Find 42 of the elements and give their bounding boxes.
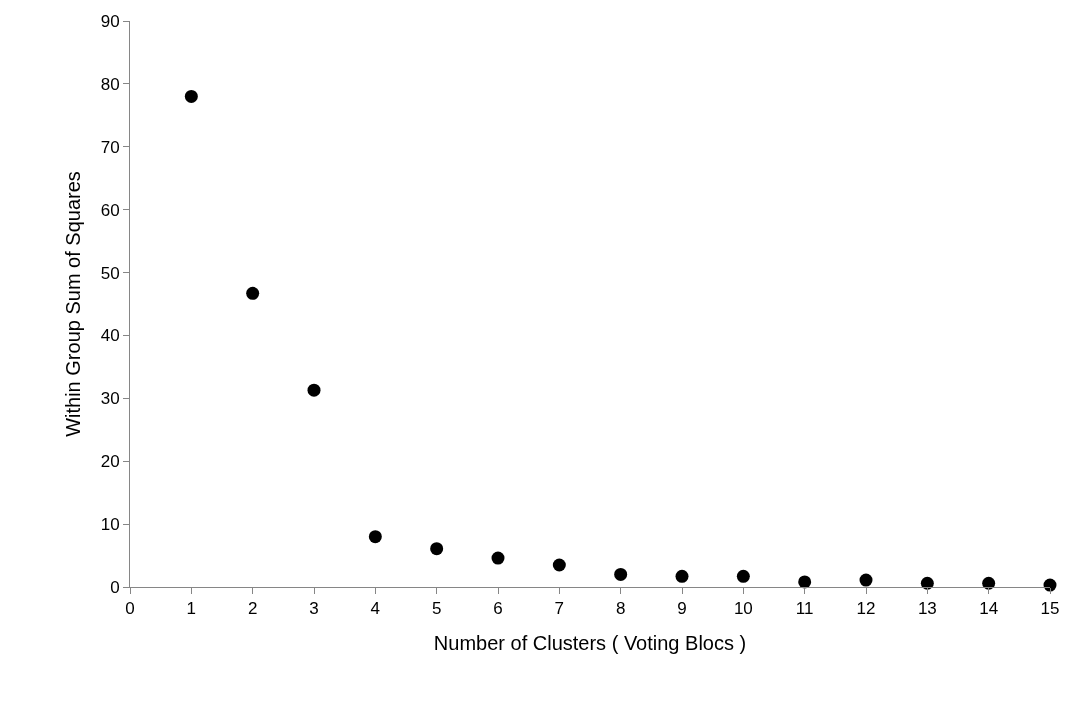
x-tick-label: 6 <box>493 599 503 619</box>
point <box>798 575 812 589</box>
y-tick-label: 20 <box>100 452 120 472</box>
x-tick-label: 7 <box>554 599 565 619</box>
point <box>491 551 505 565</box>
x-tick-label: 1 <box>186 599 197 619</box>
point <box>982 576 996 590</box>
y-axis-title: Within Group Sum of Squares <box>62 171 85 437</box>
x-tick-label: 0 <box>125 599 135 619</box>
y-tick-label: 90 <box>100 11 120 31</box>
point <box>859 573 873 587</box>
x-axis-title: Number of Clusters ( Voting Blocs ) <box>433 631 747 654</box>
y-tick-label: 10 <box>100 515 120 535</box>
y-tick-label: 0 <box>110 577 120 597</box>
point <box>614 567 628 581</box>
x-tick-label: 11 <box>795 599 814 619</box>
point <box>675 569 689 583</box>
x-tick-label: 3 <box>309 599 319 619</box>
y-tick-label: 60 <box>100 200 120 220</box>
x-tick-label: 4 <box>370 599 381 619</box>
y-tick-label: 70 <box>100 137 120 157</box>
x-tick-label: 13 <box>917 599 937 619</box>
point <box>184 89 198 103</box>
x-tick-label: 12 <box>856 599 876 619</box>
x-tick-label: 14 <box>979 599 999 619</box>
x-tick-label: 8 <box>615 599 626 619</box>
x-tick-label: 2 <box>247 599 258 619</box>
point <box>307 383 321 397</box>
point <box>430 542 444 556</box>
y-tick-label: 40 <box>100 326 120 346</box>
x-tick-label: 15 <box>1040 599 1060 619</box>
point <box>736 569 750 583</box>
y-tick-label: 30 <box>100 389 120 409</box>
y-tick-label: 50 <box>100 263 120 283</box>
point <box>552 558 566 572</box>
x-tick-label: 9 <box>677 599 687 619</box>
point <box>920 576 934 590</box>
point <box>246 286 260 300</box>
point <box>368 530 382 544</box>
x-tick-label: 10 <box>733 599 753 619</box>
y-tick-label: 80 <box>100 74 120 94</box>
x-tick-label: 5 <box>431 599 442 619</box>
